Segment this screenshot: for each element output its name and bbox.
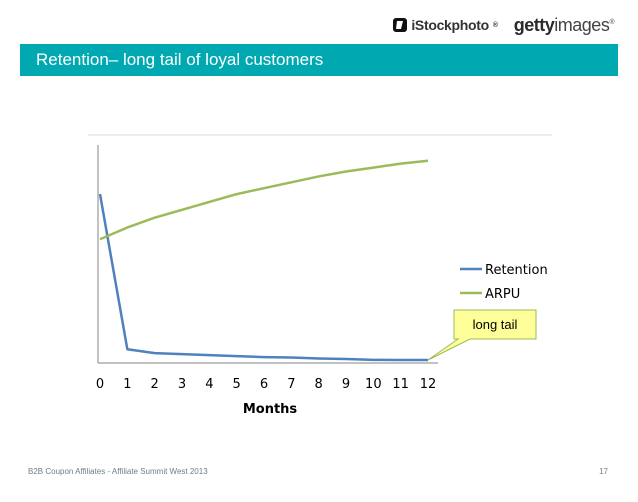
callout-text: long tail <box>473 317 518 332</box>
slide-title-bar: Retention– long tail of loyal customers <box>20 44 618 76</box>
gettyimages-logo-regular: images <box>554 14 610 35</box>
legend: Retention ARPU <box>460 263 548 302</box>
callout-bubble <box>427 309 537 361</box>
x-tick-label: 9 <box>342 377 350 392</box>
x-tick-label: 7 <box>287 377 295 392</box>
footer-text: B2B Coupon Affiliates - Affiliate Summit… <box>28 467 208 476</box>
legend-label-retention: Retention <box>485 263 548 278</box>
x-tick-labels: 0 1 2 3 4 5 6 7 8 9 10 11 12 <box>96 377 436 392</box>
page-number: 17 <box>599 467 608 476</box>
series-layer <box>98 159 429 362</box>
registered-mark: ® <box>492 21 498 29</box>
x-tick-label: 0 <box>96 377 104 392</box>
istockphoto-mark-icon <box>393 18 408 32</box>
x-tick-label: 6 <box>260 377 268 392</box>
x-tick-label: 11 <box>392 377 409 392</box>
istockphoto-logo: iStockphoto ® <box>393 17 498 33</box>
x-tick-label: 3 <box>178 377 186 392</box>
legend-item-retention: Retention <box>460 263 548 278</box>
long-tail-callout: long tail <box>427 309 537 361</box>
series-line-arpu <box>99 159 429 241</box>
registered-mark: ® <box>609 18 614 26</box>
legend-item-arpu: ARPU <box>460 287 520 302</box>
x-tick-label: 12 <box>420 377 437 392</box>
x-tick-label: 8 <box>315 377 323 392</box>
legend-label-arpu: ARPU <box>485 287 520 302</box>
gettyimages-logo-bold: getty <box>513 14 555 35</box>
gettyimages-logo: gettyimages® <box>513 14 615 36</box>
x-tick-label: 4 <box>205 377 213 392</box>
slide-title: Retention– long tail of loyal customers <box>36 50 324 69</box>
istockphoto-logo-text: iStockphoto <box>411 17 489 33</box>
x-tick-label: 1 <box>123 377 131 392</box>
x-axis-label: Months <box>243 402 298 417</box>
x-tick-label: 10 <box>365 377 382 392</box>
x-tick-label: 5 <box>233 377 241 392</box>
header-logos: iStockphoto ® gettyimages® <box>393 12 614 38</box>
x-tick-label: 2 <box>151 377 159 392</box>
